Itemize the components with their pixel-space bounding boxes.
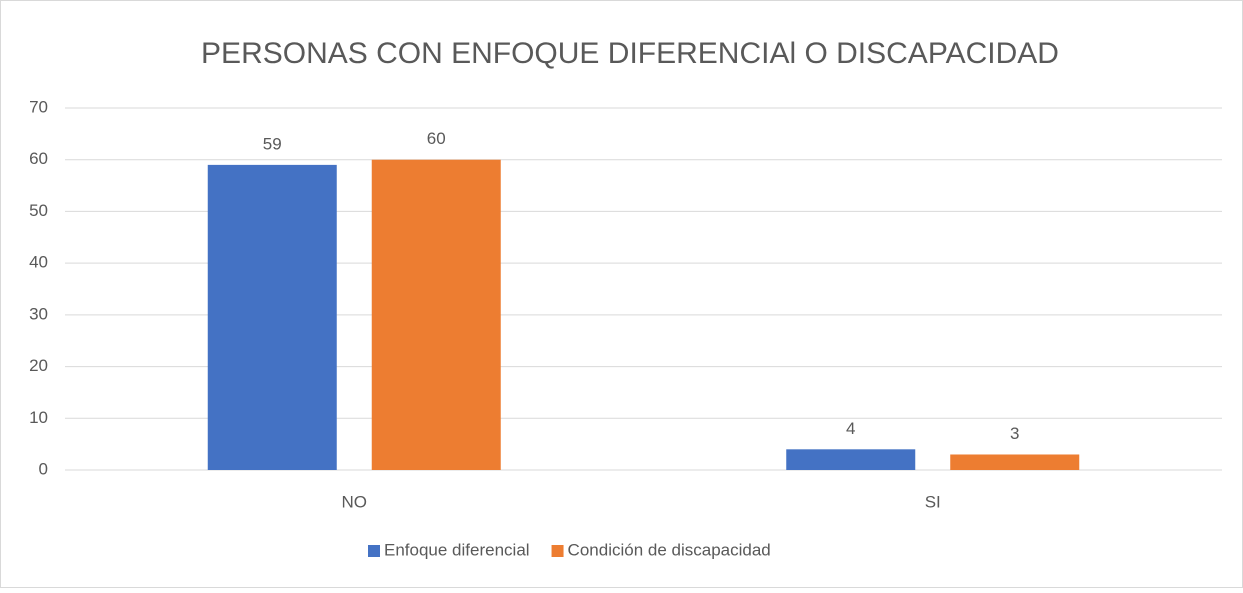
y-tick-label: 40 (29, 253, 48, 272)
bar (950, 454, 1080, 470)
data-label: 59 (263, 134, 282, 153)
y-tick-label: 70 (29, 97, 48, 116)
y-tick-label: 0 (39, 459, 48, 478)
bar (786, 449, 916, 470)
legend-swatch (551, 545, 564, 557)
legend-label: Condición de discapacidad (568, 540, 771, 559)
bar (371, 159, 501, 470)
y-tick-label: 30 (29, 304, 48, 323)
data-label: 3 (1010, 424, 1019, 443)
y-tick-label: 50 (29, 201, 48, 220)
y-tick-label: 60 (29, 149, 48, 168)
bar (207, 164, 337, 470)
data-label: 4 (846, 419, 855, 438)
x-tick-label: NO (342, 492, 368, 511)
chart-title: PERSONAS CON ENFOQUE DIFERENCIAl O DISCA… (201, 37, 1059, 70)
y-tick-label: 10 (29, 408, 48, 427)
x-tick-label: SI (925, 492, 941, 511)
y-tick-label: 20 (29, 356, 48, 375)
legend-label: Enfoque diferencial (384, 540, 530, 559)
data-label: 60 (427, 129, 446, 148)
legend-swatch (368, 545, 380, 557)
